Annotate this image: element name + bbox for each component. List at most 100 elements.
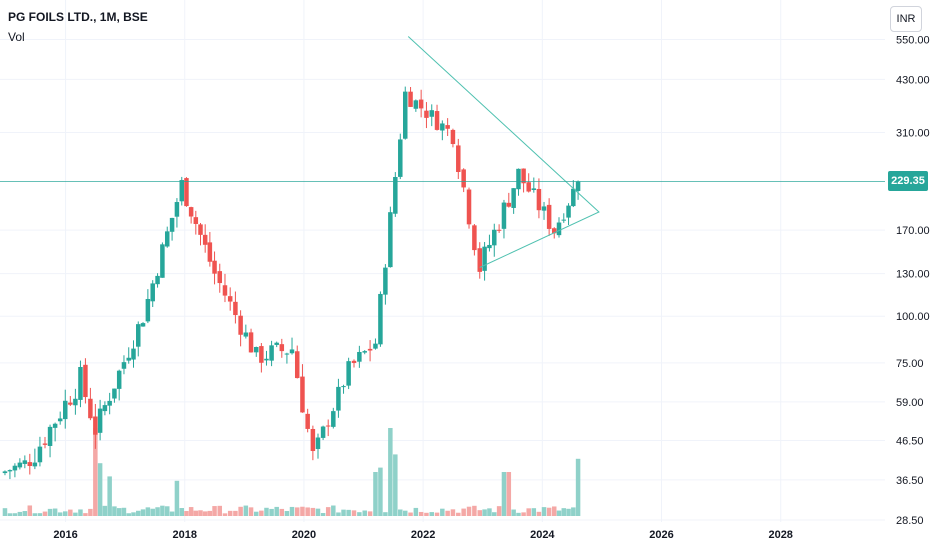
volume-bar [445,510,450,516]
candle-body [482,246,487,271]
volume-bar [300,506,305,516]
volume-bar [482,509,487,516]
candle-body [7,470,13,472]
candle-body [445,125,450,129]
volume-bar [511,509,516,516]
volume-bar [413,507,419,516]
volume-bar [325,507,331,516]
volume-bar [536,511,542,516]
candle-body [561,219,567,221]
x-tick-label: 2018 [173,529,197,541]
volume-bar [362,510,367,516]
candle-body [217,271,223,284]
candle-body [456,145,461,172]
candle-body [367,348,373,351]
volume-bar [367,511,373,516]
volume-bar [506,472,512,516]
candle-body [238,315,243,335]
volume-bar [274,506,279,516]
candle-body [155,275,160,285]
volume-bar [164,506,170,516]
volume-bar [496,506,502,516]
candle-body [188,207,194,217]
candles [2,86,581,480]
volume-bar [22,511,28,516]
candle-body [289,349,295,354]
volume-bar [434,512,440,516]
volume-bar [378,467,383,516]
candle-body [331,411,336,427]
candle-body [88,398,93,419]
volume-label: Vol [8,30,25,44]
volume-bar [398,509,403,516]
candle-body [521,168,526,184]
volume-bar [57,512,63,516]
candle-body [97,408,103,433]
volume-bar [116,508,122,516]
volume-bar [516,512,521,516]
candle-body [383,267,388,295]
y-tick-label: 59.00 [896,397,924,409]
candle-body [107,400,112,406]
candle-body [516,168,521,190]
candle-body [531,188,537,191]
x-tick-label: 2016 [53,529,77,541]
volume-bar [269,508,274,516]
volume-bar [264,507,269,516]
candle-body [57,418,63,422]
candle-body [378,293,383,345]
volume-bar [294,507,300,516]
volume-bar [93,428,98,516]
x-tick-label: 2024 [530,529,555,541]
volume-bar [174,480,180,516]
candle-body [227,296,233,302]
candle-body [393,177,398,214]
volume-bar [429,512,434,516]
volume-bar [456,512,461,516]
time-axis[interactable]: 2016 2018 2020 2022 2024 2026 2028 [53,529,793,541]
candle-body [184,178,189,207]
volume-bar [424,512,429,516]
y-tick-label: 46.50 [896,436,924,448]
candle-body [126,357,131,361]
candle-body [310,428,316,452]
candle-body [174,202,180,217]
last-price-tag: 229.35 [888,171,928,192]
volume-bar [254,511,259,516]
candle-body [305,413,310,429]
currency-button[interactable]: INR [890,6,922,32]
candle-body [279,344,285,352]
y-tick-label: 170.00 [896,225,930,237]
volume-bar [102,505,108,516]
triangle-pattern[interactable] [407,36,600,268]
candle-body [121,362,127,369]
volume-bar [52,508,58,516]
volume-bar [551,506,557,516]
volume-bar [472,505,477,516]
volume-bar [561,508,567,516]
volume-bar [284,511,290,516]
volume-bar [150,508,155,516]
candle-body [160,244,165,278]
candle-body [325,425,331,427]
volume-bar [341,509,346,516]
candle-body [233,301,238,316]
candle-body [169,217,175,232]
volume-bar [112,506,117,516]
candle-body [541,206,547,211]
volume-bar [47,508,53,516]
y-tick-label: 36.50 [896,475,924,487]
volume-bar [238,506,243,516]
candle-body [341,386,346,388]
candle-body [461,169,466,188]
candle-body [315,437,321,449]
volume-bar [207,510,213,516]
volume-bar [68,509,73,516]
candle-body [571,188,576,207]
price-axis[interactable]: 550.00 430.00 310.00 170.00 130.00 100.00 75.0… [896,34,930,527]
volume-bar [541,507,547,516]
volume-bar [305,507,310,516]
candle-body [551,228,557,234]
volume-bar [566,508,571,516]
